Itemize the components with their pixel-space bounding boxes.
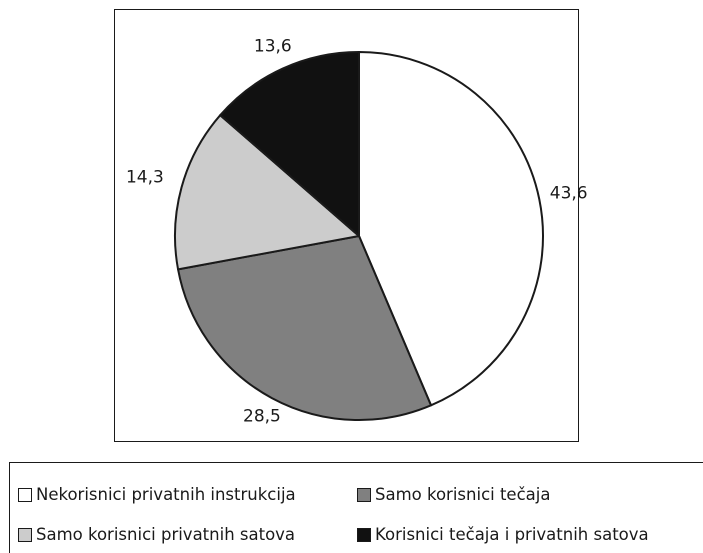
legend: Nekorisnici privatnih instrukcija Samo k…	[9, 462, 703, 553]
legend-swatch-tecaja-i-satova	[357, 528, 371, 542]
legend-item-nekorisnici: Nekorisnici privatnih instrukcija	[18, 485, 296, 504]
slice-label-nekorisnici: 43,6	[550, 183, 588, 203]
slice-label-samo-satova: 14,3	[126, 167, 164, 187]
legend-item-tecaja-i-satova: Korisnici tečaja i privatnih satova	[357, 525, 649, 544]
slice-label-samo-tecaja: 28,5	[243, 407, 281, 427]
legend-label-tecaja-i-satova: Korisnici tečaja i privatnih satova	[375, 525, 649, 544]
legend-label-nekorisnici: Nekorisnici privatnih instrukcija	[36, 485, 296, 504]
legend-item-samo-satova: Samo korisnici privatnih satova	[18, 525, 295, 544]
legend-label-samo-tecaja: Samo korisnici tečaja	[375, 485, 550, 504]
legend-swatch-nekorisnici	[18, 488, 32, 502]
legend-swatch-samo-tecaja	[357, 488, 371, 502]
legend-item-samo-tecaja: Samo korisnici tečaja	[357, 485, 550, 504]
legend-label-samo-satova: Samo korisnici privatnih satova	[36, 525, 295, 544]
legend-swatch-samo-satova	[18, 528, 32, 542]
slice-label-tecaja-i-satova: 13,6	[254, 37, 292, 57]
